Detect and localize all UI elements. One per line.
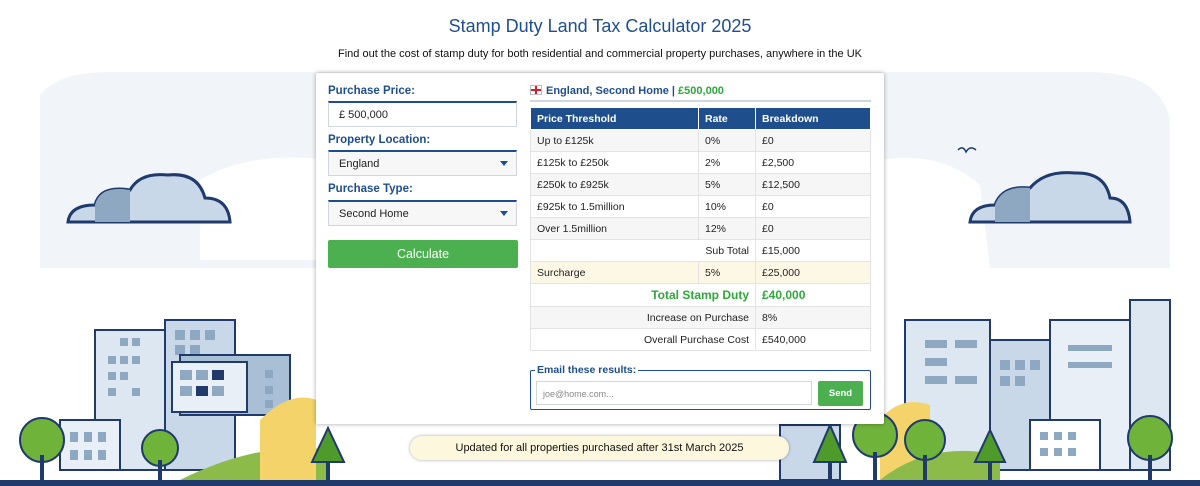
rate-cell: 10% [698,195,756,218]
total-value: £40,000 [755,283,871,307]
column-header: Price Threshold [530,107,699,130]
rate-cell: 12% [698,217,756,240]
left-buildings [59,319,330,480]
overall-cost-label: Overall Purchase Cost [530,328,756,351]
column-header: Rate [698,107,756,130]
send-button[interactable]: Send [818,381,863,406]
breakdown-cell: £0 [755,195,871,218]
table-row: £925k to 1.5million 10% £0 [530,195,871,218]
email-results-box: Email these results: joe@home.com... Sen… [530,364,871,410]
email-input[interactable]: joe@home.com... [536,381,812,405]
property-location-value: England [339,158,380,170]
right-cloud [968,171,1132,224]
breakdown-cell: £0 [755,217,871,240]
subtotal-row: Sub Total £15,000 [530,239,871,262]
left-trees [19,417,346,480]
column-header: Breakdown [755,107,871,130]
email-legend: Email these results: [537,364,637,376]
overall-cost-row: Overall Purchase Cost £540,000 [530,328,871,351]
page-title: Stamp Duty Land Tax Calculator 2025 [448,16,752,36]
threshold-cell: Over 1.5million [530,217,699,240]
purchase-type-value: Second Home [339,208,409,220]
threshold-cell: Up to £125k [530,129,699,152]
total-label: Total Stamp Duty [530,283,756,307]
threshold-cell: £125k to £250k [530,151,699,174]
table-row: Up to £125k 0% £0 [530,129,871,152]
bottom-bar [0,480,1200,486]
results-heading-price: £500,000 [678,85,724,97]
left-cloud [66,173,232,224]
update-notice: Updated for all properties purchased aft… [410,436,789,460]
breakdown-cell: £0 [755,129,871,152]
surcharge-rate: 5% [698,261,756,284]
property-location-select[interactable]: England [328,150,517,176]
total-row: Total Stamp Duty £40,000 [530,283,871,307]
surcharge-label: Surcharge [530,261,699,284]
table-row: £125k to £250k 2% £2,500 [530,151,871,174]
increase-value: 8% [755,306,871,329]
results-heading-text: England, Second Home | [546,85,679,97]
purchase-type-select[interactable]: Second Home [328,200,517,226]
breakdown-cell: £2,500 [755,151,871,174]
rate-cell: 0% [698,129,756,152]
breakdown-cell: £12,500 [755,173,871,196]
calculate-button[interactable]: Calculate [328,240,518,268]
table-row: £250k to £925k 5% £12,500 [530,173,871,196]
table-row: Over 1.5million 12% £0 [530,217,871,240]
results-heading: England, Second Home | £500,000 [530,85,871,102]
table-header-row: Price Threshold Rate Breakdown [530,107,871,130]
purchase-price-label: Purchase Price: [328,85,415,97]
subtotal-value: £15,000 [755,239,871,262]
surcharge-row: Surcharge 5% £25,000 [530,261,871,284]
stamp-duty-table: Price Threshold Rate Breakdown Up to £12… [530,107,871,351]
threshold-cell: £250k to £925k [530,173,699,196]
purchase-price-input[interactable]: £ 500,000 [328,101,517,127]
threshold-cell: £925k to 1.5million [530,195,699,218]
purchase-type-label: Purchase Type: [328,183,413,195]
overall-cost-value: £540,000 [755,328,871,351]
england-flag-icon [530,85,542,95]
surcharge-value: £25,000 [755,261,871,284]
subtotal-label: Sub Total [530,239,756,262]
increase-label: Increase on Purchase [530,306,756,329]
page-subtitle: Find out the cost of stamp duty for both… [338,48,862,60]
property-location-label: Property Location: [328,134,431,146]
increase-row: Increase on Purchase 8% [530,306,871,329]
chevron-down-icon [500,211,508,216]
rate-cell: 5% [698,173,756,196]
calculator-card: Purchase Price: £ 500,000 Property Locat… [316,73,884,424]
rate-cell: 2% [698,151,756,174]
chevron-down-icon [500,161,508,166]
